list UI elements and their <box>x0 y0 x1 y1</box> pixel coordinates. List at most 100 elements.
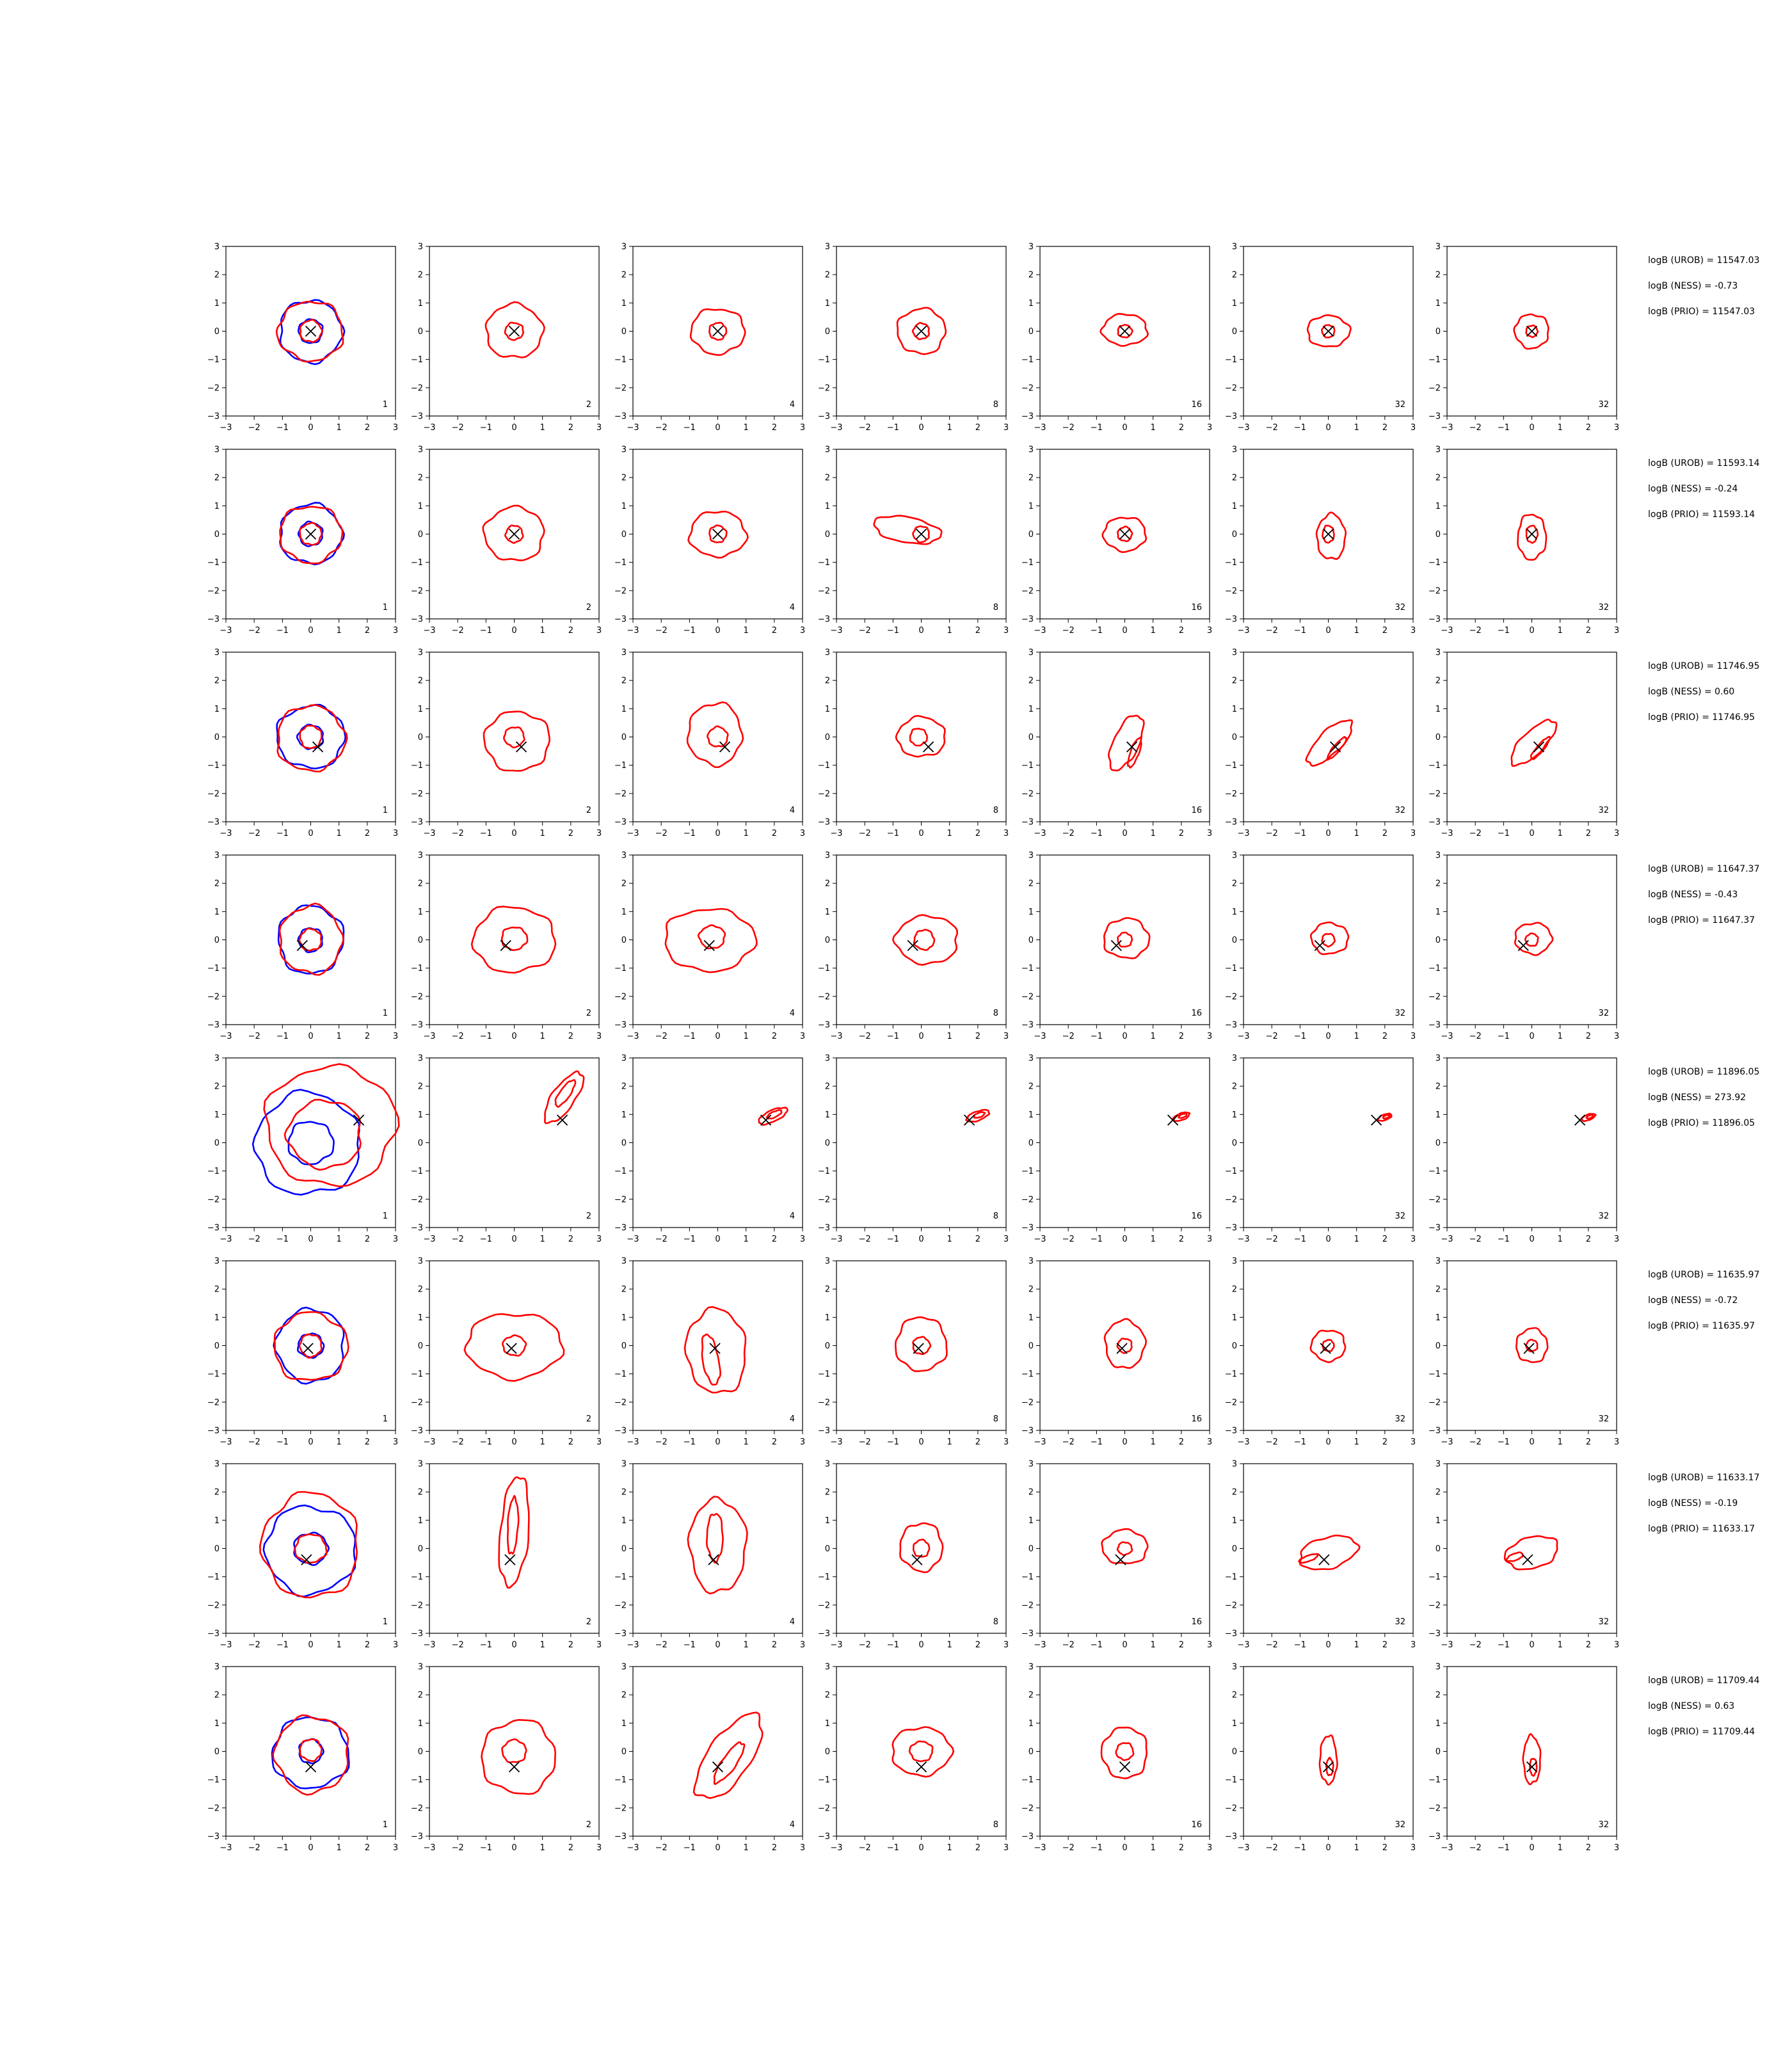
x-tick-label: 2 <box>975 626 980 636</box>
x-tick-label: 1 <box>744 1032 749 1041</box>
x-tick-label: −1 <box>887 829 899 838</box>
x-tick-label: 3 <box>800 1032 805 1041</box>
y-tick-label: 1 <box>621 908 627 917</box>
red-contour <box>1100 1726 1148 1780</box>
x-tick-label: 1 <box>337 423 342 433</box>
y-tick-label: −1 <box>1021 355 1034 365</box>
red-contour <box>1309 1329 1347 1363</box>
x-tick-label: 3 <box>393 829 398 838</box>
x-tick-label: 2 <box>1586 1437 1591 1447</box>
x-tick-label: −2 <box>1266 1032 1278 1041</box>
x-tick-label: −3 <box>1441 423 1453 433</box>
x-tick-label: 3 <box>1411 423 1416 433</box>
y-tick-label: −3 <box>1021 1832 1034 1842</box>
red-contour <box>687 510 749 559</box>
x-tick-label: −3 <box>1237 423 1249 433</box>
x-tick-label: 2 <box>772 1235 777 1244</box>
x-tick-label: 1 <box>947 829 952 838</box>
x-tick-label: 2 <box>1382 423 1388 433</box>
x-tick-label: 1 <box>744 423 749 433</box>
y-tick-label: −3 <box>411 1427 423 1436</box>
x-tick-label: −2 <box>1469 1640 1482 1650</box>
x-tick-label: 1 <box>540 1235 545 1244</box>
x-tick-label: −3 <box>1237 1235 1249 1244</box>
y-tick-label: −3 <box>818 818 830 828</box>
y-tick-label: 0 <box>825 1544 830 1554</box>
true-value-marker <box>915 528 927 540</box>
x-tick-label: 3 <box>1207 1235 1212 1244</box>
panel-r1-c6: −3−3 −2 −2 −1 −1 0 0 1 1 2 2 3 3 32 <box>1225 243 1416 433</box>
y-tick-label: −2 <box>1021 586 1034 596</box>
y-tick-label: 2 <box>214 1488 220 1498</box>
x-tick-label: −1 <box>276 1843 289 1853</box>
x-tick-label: −3 <box>423 1437 435 1447</box>
y-tick-label: −1 <box>818 1167 830 1176</box>
y-tick-label: −3 <box>1428 1021 1441 1030</box>
x-tick-label: −2 <box>1062 1843 1075 1853</box>
panel-r7-c3: −3−3 −2 −2 −1 −1 0 0 1 1 2 2 3 3 4 <box>614 1460 805 1651</box>
y-tick-label: 0 <box>621 1747 627 1757</box>
panel-r7-c7: −3−3 −2 −2 −1 −1 0 0 1 1 2 2 3 3 32 <box>1428 1460 1619 1651</box>
x-tick-label: 0 <box>918 1640 924 1650</box>
y-tick-label: −1 <box>207 1167 220 1176</box>
x-tick-label: 2 <box>1586 1032 1591 1041</box>
panel-r1-c2: −3−3 −2 −2 −1 −1 0 0 1 1 2 2 3 3 2 <box>411 243 602 433</box>
y-tick-label: −1 <box>207 761 220 771</box>
y-tick-label: 0 <box>825 530 830 540</box>
x-tick-label: −2 <box>1266 1843 1278 1853</box>
x-tick-label: 3 <box>1207 1032 1212 1041</box>
panel-number-label: 2 <box>586 1617 591 1627</box>
y-tick-label: 0 <box>1232 530 1237 540</box>
x-tick-label: 2 <box>1179 1843 1184 1853</box>
y-tick-label: 1 <box>1232 1516 1237 1526</box>
y-tick-label: 2 <box>825 1285 830 1295</box>
y-tick-label: −3 <box>207 1021 220 1030</box>
y-tick-label: −1 <box>411 1775 423 1785</box>
y-tick-label: −2 <box>1225 789 1237 799</box>
x-tick-label: −1 <box>1091 1437 1103 1447</box>
x-tick-label: −1 <box>1091 829 1103 838</box>
panel-r7-c1: −3−3 −2 −2 −1 −1 0 0 1 1 2 2 3 3 1 <box>207 1460 398 1651</box>
y-tick-label: −3 <box>1428 1427 1441 1436</box>
x-tick-label: 0 <box>715 829 720 838</box>
red-contour <box>1515 1327 1549 1363</box>
y-tick-label: −1 <box>207 1370 220 1379</box>
panel-number-label: 32 <box>1598 1009 1609 1018</box>
y-tick-label: −2 <box>411 789 423 799</box>
y-tick-label: −3 <box>207 1629 220 1639</box>
y-tick-label: 3 <box>418 1460 423 1469</box>
y-tick-label: 0 <box>1028 1139 1034 1148</box>
red-contour <box>687 1496 748 1595</box>
y-tick-label: 0 <box>418 327 423 337</box>
panel-number-label: 32 <box>1395 1009 1405 1018</box>
x-tick-label: 2 <box>1382 829 1388 838</box>
panel-number-label: 32 <box>1598 1820 1609 1830</box>
x-tick-label: −1 <box>480 626 492 636</box>
y-tick-label: 1 <box>621 1313 627 1323</box>
true-value-marker <box>712 528 724 540</box>
x-tick-label: −3 <box>830 1437 842 1447</box>
red-contour <box>896 307 947 355</box>
x-tick-label: 3 <box>393 1843 398 1853</box>
true-value-marker <box>1329 741 1341 753</box>
y-tick-label: 1 <box>825 502 830 511</box>
x-tick-label: −2 <box>859 423 871 433</box>
blue-contour <box>296 1332 325 1359</box>
panel-r8-c4: −3−3 −2 −2 −1 −1 0 0 1 1 2 2 3 3 8 <box>818 1663 1009 1853</box>
y-tick-label: −3 <box>1021 1021 1034 1030</box>
x-tick-label: 3 <box>1411 1640 1416 1650</box>
red-contour <box>912 1336 932 1356</box>
x-tick-label: −1 <box>1091 423 1103 433</box>
y-tick-label: −2 <box>207 1601 220 1610</box>
panel-number-label: 2 <box>586 400 591 410</box>
red-contour <box>501 1334 527 1357</box>
y-tick-label: 1 <box>1028 299 1034 308</box>
stat-line: logB (NESS) = 273.92 <box>1648 1092 1747 1103</box>
y-tick-label: −3 <box>1225 1629 1237 1639</box>
x-tick-label: 1 <box>1558 626 1563 636</box>
x-tick-label: −3 <box>220 423 232 433</box>
panel-r6-c2: −3−3 −2 −2 −1 −1 0 0 1 1 2 2 3 3 2 <box>411 1257 602 1448</box>
true-value-marker <box>1517 940 1529 951</box>
x-tick-label: −3 <box>1441 1032 1453 1041</box>
x-tick-label: −1 <box>276 1437 289 1447</box>
